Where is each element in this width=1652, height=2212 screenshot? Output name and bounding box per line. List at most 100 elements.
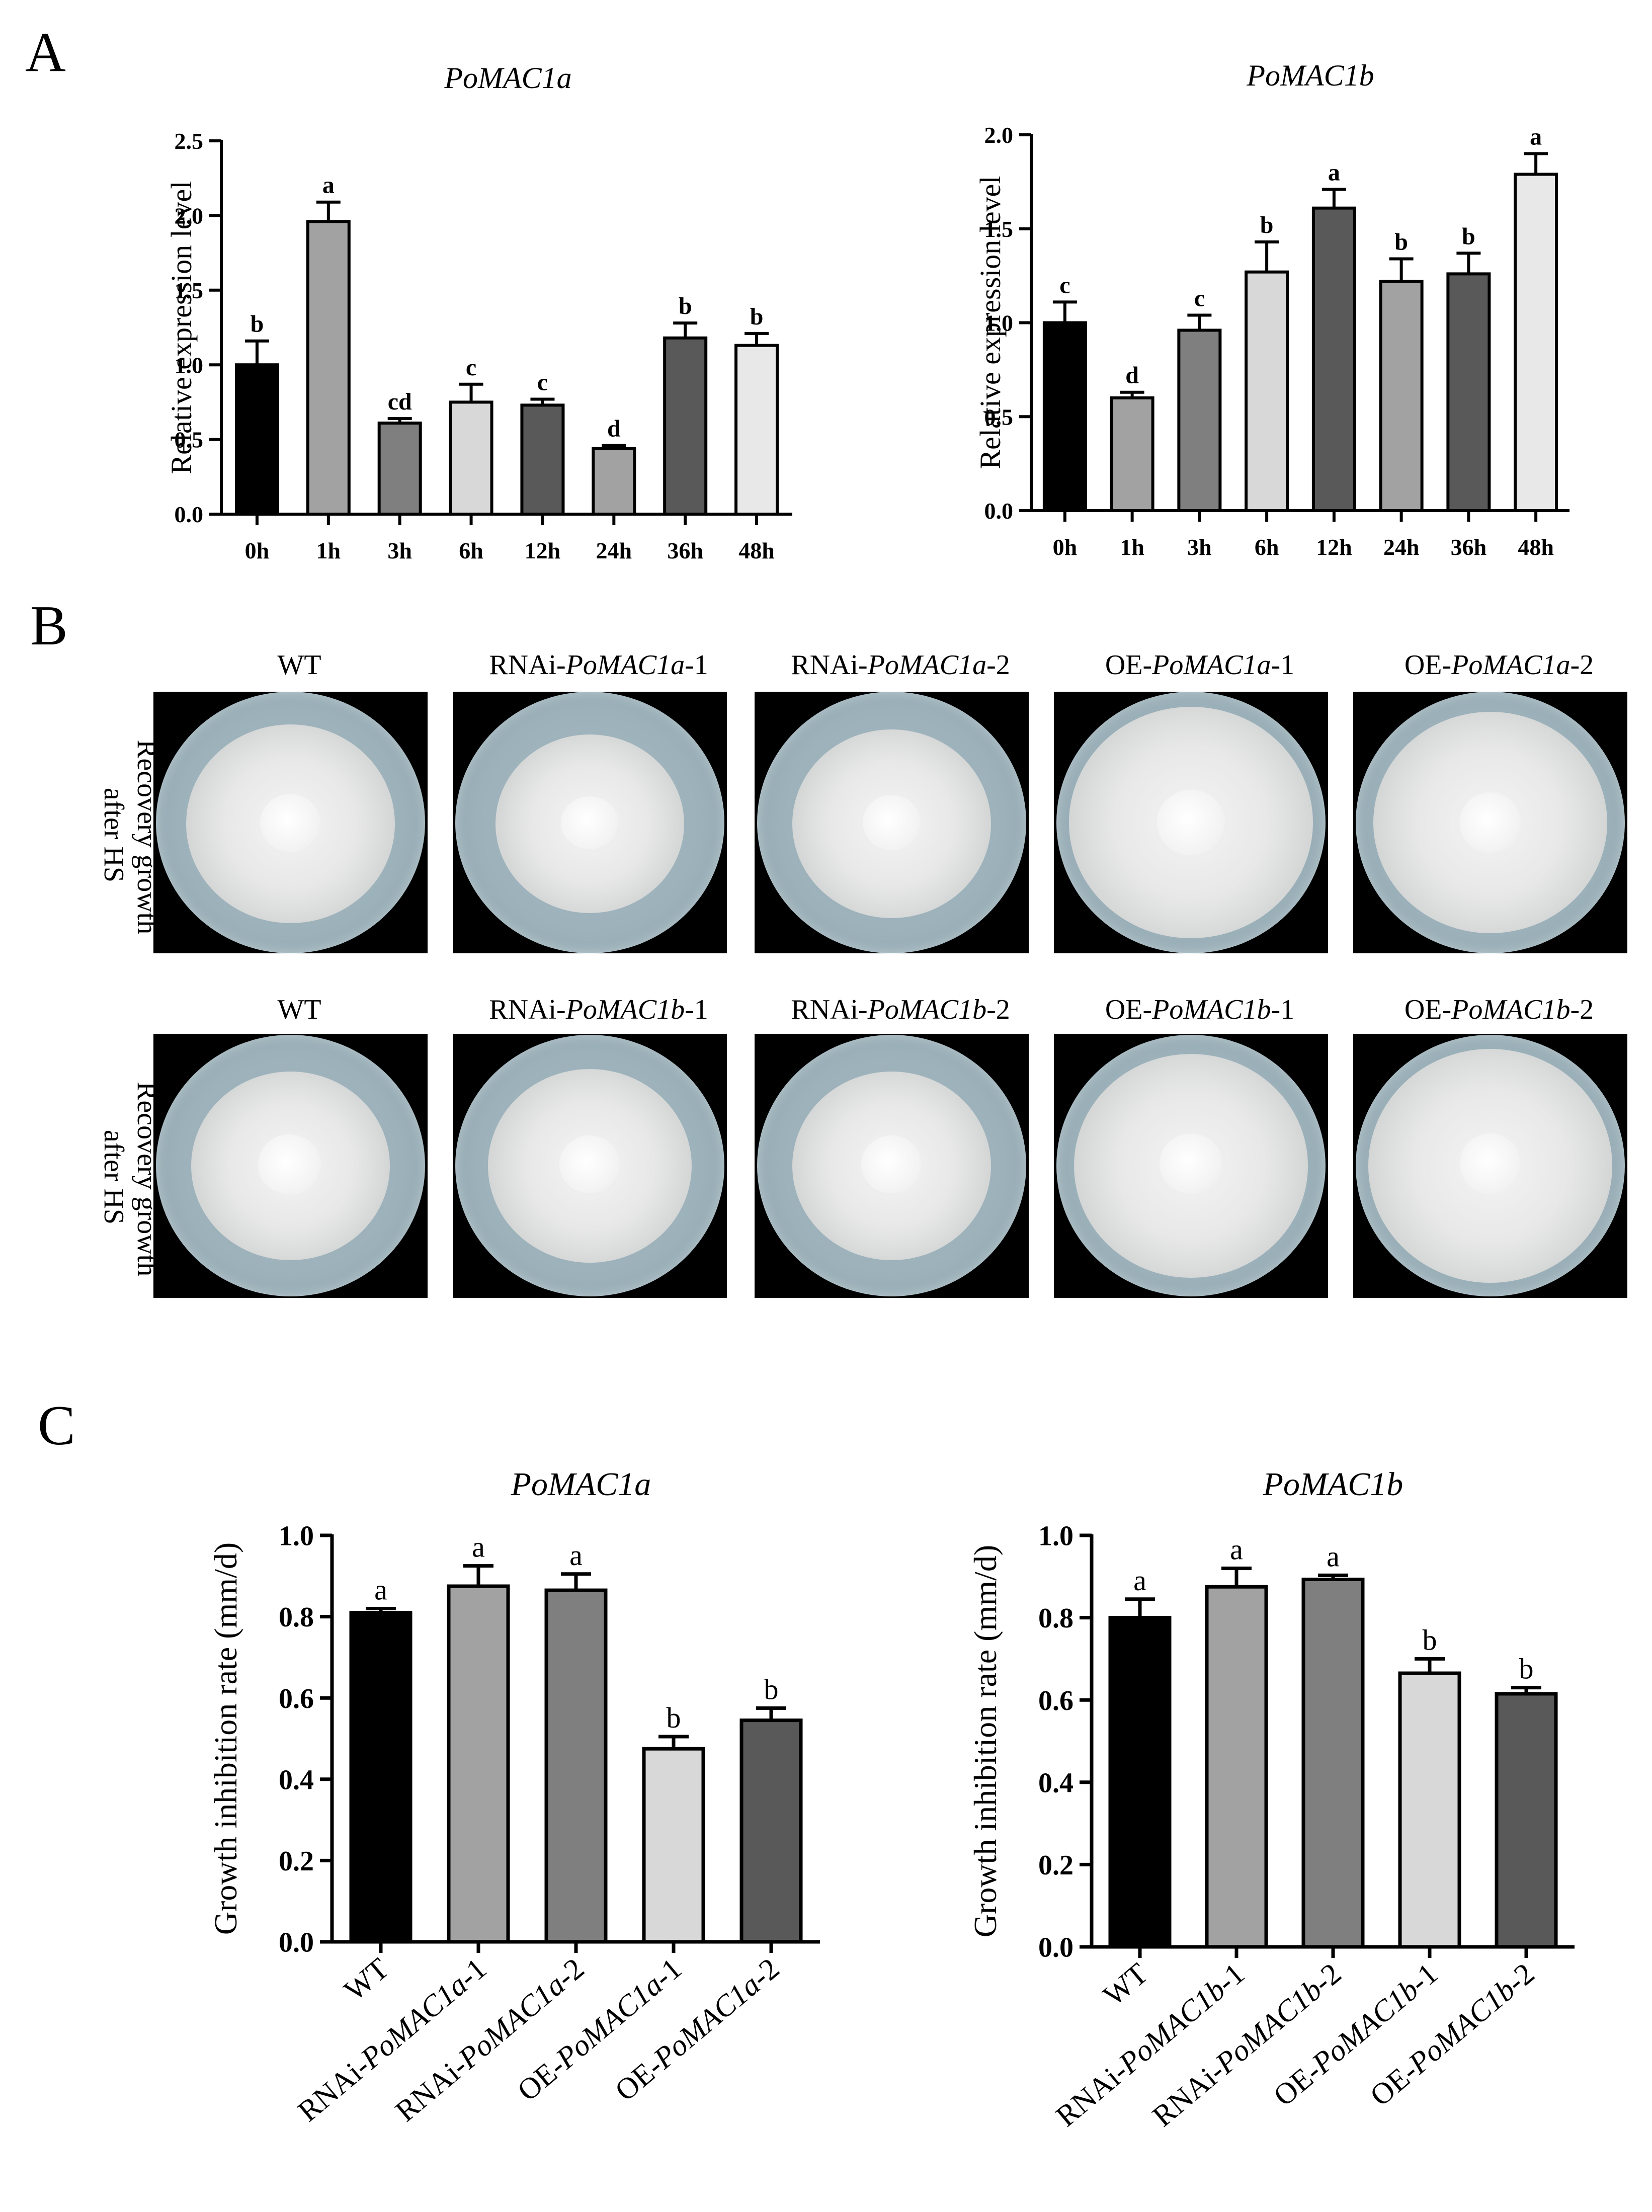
significance-letter: d [607,415,621,442]
plate-title-r2-c1: WT [277,994,321,1025]
bar [449,400,493,516]
inoculum-plug [863,795,921,850]
x-tick-label: 6h [1255,534,1279,560]
panel-label-a: A [25,21,66,84]
bar [349,1611,412,1944]
chart-title: PoMAC1b [1263,1466,1403,1503]
y-tick-label: 0.5 [984,404,1014,430]
y-tick-label: 0.5 [175,427,204,453]
bar [1301,1578,1365,1949]
panel-b-photo-grid: Recovery growth after HS Recovery growth… [93,649,1627,1298]
inoculum-plug [1460,1133,1520,1194]
x-tick-label: 6h [459,538,483,563]
y-axis-label: Relative expression level [165,181,198,474]
bar [1398,1671,1461,1949]
x-tick-label: 48h [738,538,775,563]
significance-letter: c [537,369,548,395]
significance-letter: b [1423,1623,1437,1656]
y-tick-label: 1.5 [175,278,204,303]
row-label-2-line2: after HS [98,1129,129,1225]
x-tick-label: 12h [1316,534,1352,560]
plate-photo [453,692,727,953]
row-label-1: Recovery growth after HS [93,740,163,934]
plate-photo [1353,1034,1627,1298]
bar [734,344,779,516]
x-tick-label: 24h [596,538,632,563]
plate-title-r1-c1: WT [277,649,321,681]
bar [1110,396,1154,513]
bar [520,403,565,516]
significance-letter: b [1394,229,1408,256]
bar [1514,173,1558,512]
significance-letter: b [251,311,264,338]
significance-letter: b [1462,223,1475,250]
x-tick-label: WT [1097,1956,1154,2012]
chart-title: PoMAC1a [511,1466,651,1503]
bar [1205,1585,1268,1949]
row-label-1-line2: after HS [98,787,129,883]
x-tick-label: 12h [525,538,561,563]
y-axis-label: Growth inhibition rate (mm/d) [208,1542,243,1935]
significance-letter: a [569,1539,583,1572]
plate-photo [1054,1034,1328,1298]
significance-letter: a [1133,1564,1146,1597]
y-tick-label: 0.0 [279,1927,314,1958]
y-tick-label: 0.2 [1038,1850,1073,1881]
plate-photo [1054,692,1328,953]
plate-photo [1353,692,1627,953]
chart-title: PoMAC1a [444,61,571,95]
y-tick-label: 0.0 [984,498,1014,524]
x-tick-label: 3h [1187,534,1212,560]
significance-letter: b [750,303,764,330]
y-tick-label: 0.2 [279,1846,314,1877]
bar [377,421,422,516]
y-axis-label: Growth inhibition rate (mm/d) [967,1545,1003,1937]
x-tick-label: 0h [245,538,270,563]
chart-a-pomac1b: PoMAC1b Relative expression level 0.0 0.5 1.… [974,59,1570,560]
significance-letter: d [1125,362,1139,389]
inoculum-plug [258,1134,321,1195]
y-tick-label: 0.6 [1038,1685,1073,1716]
plate-title-r2-c4: OE-PoMAC1b-1 [1105,994,1295,1025]
y-tick-label: 1.0 [984,310,1014,336]
significance-letter: c [1194,285,1205,312]
significance-letter: b [1260,212,1274,238]
plate-photo [755,1034,1029,1298]
plate-photo [153,692,428,953]
significance-letter: b [667,1701,681,1734]
x-tick-label: 36h [1451,534,1487,560]
significance-letter: a [1327,1540,1340,1573]
chart-a-pomac1a: PoMAC1a Relative expression level 0.0 0.5 1.… [165,61,792,563]
inoculum-plug [561,796,619,849]
chart-c-pomac1b: PoMAC1b Growth inhibition rate (mm/d) 0.0 0… [967,1466,1575,2133]
significance-letter: c [466,354,476,381]
significance-letter: a [1530,123,1542,150]
x-tick-label: 24h [1383,534,1420,560]
bar [544,1588,608,1944]
panel-label-b: B [30,595,68,657]
inoculum-plug [861,1135,922,1193]
chart-c-pomac1a: PoMAC1a Growth inhibition rate (mm/d) 0.0 0… [208,1466,820,2128]
bar [1495,1692,1558,1949]
x-tick-label: OE-PoMAC1b-1 [1267,1956,1444,2112]
y-tick-label: 0.6 [279,1683,314,1714]
significance-letter: a [1328,159,1340,186]
x-tick-label: 3h [387,538,412,563]
y-tick-label: 0.4 [1038,1767,1073,1798]
y-tick-label: 1.5 [984,216,1014,242]
plate-title-r1-c3: RNAi-PoMAC1a-2 [791,649,1010,681]
bar [642,1747,705,1944]
y-tick-label: 0.8 [1038,1603,1073,1634]
plate-title-r1-c5: OE-PoMAC1a-2 [1404,649,1594,681]
significance-letter: a [472,1531,485,1564]
significance-letter: b [1519,1653,1534,1685]
x-tick-label: 0h [1053,534,1078,560]
inoculum-plug [1460,792,1520,853]
inoculum-plug [559,1135,620,1193]
significance-letter: b [679,293,692,319]
y-tick-label: 2.0 [984,122,1014,148]
significance-letter: a [322,172,335,199]
bar [1446,272,1491,512]
y-tick-label: 1.0 [1038,1521,1073,1552]
y-tick-label: 0.0 [175,502,204,527]
